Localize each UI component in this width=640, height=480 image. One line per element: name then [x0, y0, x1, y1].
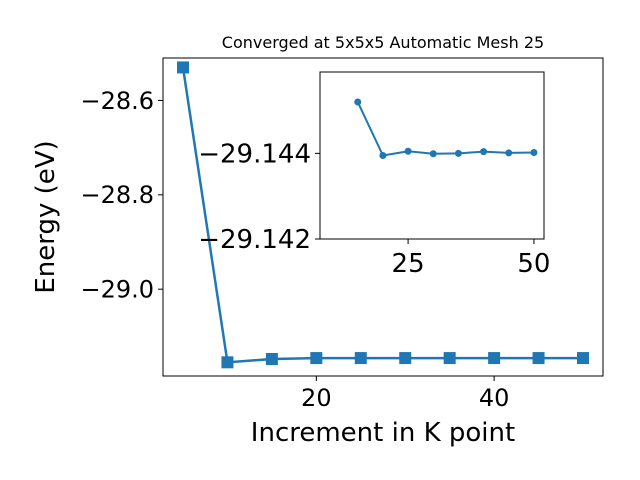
series-line: [181, 67, 583, 364]
data-point: [488, 352, 501, 365]
x-tick-label: 20: [301, 384, 332, 412]
data-point: [429, 150, 437, 158]
main-axes-frame: [162, 57, 604, 377]
data-point: [480, 148, 488, 156]
y-tick-label: −28.6: [80, 87, 154, 115]
data-point: [454, 149, 462, 157]
main-y-ticks: −28.6 −28.8 −29.0: [80, 87, 163, 304]
y-tick-label: −29.144: [198, 139, 311, 169]
data-point: [221, 356, 234, 369]
main-x-ticks: 20 40: [301, 376, 509, 412]
data-point: [354, 98, 362, 106]
inset-y-ticks: −29.144 −29.142: [198, 139, 320, 255]
main-plot-area: [177, 61, 589, 369]
series-line: [356, 101, 534, 157]
inset-axes-frame: [319, 71, 545, 240]
data-point: [265, 353, 278, 366]
data-point: [399, 352, 412, 365]
data-point: [505, 149, 513, 157]
data-point: [530, 149, 538, 157]
y-axis-label: Energy (eV): [31, 140, 61, 293]
y-tick-label: −29.0: [80, 276, 154, 304]
y-tick-label: −28.8: [80, 181, 154, 209]
data-point: [443, 352, 456, 365]
data-point: [379, 152, 387, 159]
x-tick-label: 40: [479, 384, 510, 412]
data-point: [577, 352, 589, 365]
x-tick-label: 25: [392, 249, 425, 279]
inset-plot-area: [354, 98, 538, 159]
data-point: [310, 352, 323, 365]
data-point: [404, 147, 412, 155]
x-axis-label: Increment in K point: [251, 418, 515, 448]
data-point: [177, 61, 189, 74]
inset-x-ticks: 25 50: [392, 239, 550, 279]
chart-title: Converged at 5x5x5 Automatic Mesh 25: [222, 33, 544, 52]
data-point: [532, 352, 545, 365]
data-point: [354, 352, 367, 365]
y-tick-label: −29.142: [198, 225, 311, 255]
x-tick-label: 50: [517, 249, 550, 279]
